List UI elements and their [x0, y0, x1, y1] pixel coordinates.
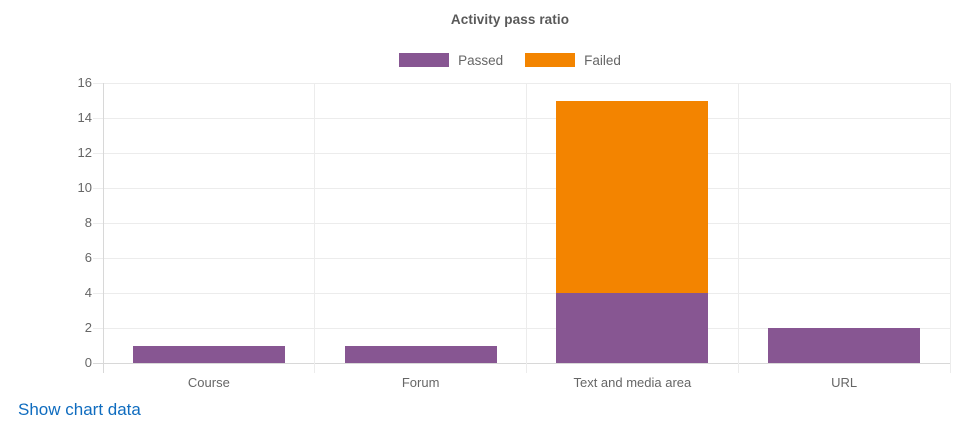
legend-label: Failed: [584, 52, 621, 68]
v-gridline: [737, 83, 739, 373]
h-gridline: [93, 117, 950, 119]
plot-area: [93, 82, 951, 373]
y-tick-label: 4: [84, 285, 92, 300]
bar-text-and-media-area-passed[interactable]: [556, 293, 708, 363]
h-gridline: [93, 187, 950, 189]
y-tick-label: 2: [84, 320, 92, 335]
category-label: Course: [187, 375, 230, 390]
category-label: Forum: [401, 375, 440, 390]
bar-forum-passed[interactable]: [345, 345, 497, 363]
h-gridline: [93, 152, 950, 154]
legend-swatch-passed: [399, 53, 450, 67]
h-gridline: [93, 327, 950, 329]
y-tick-label: 6: [84, 250, 92, 265]
y-axis-labels: 0 2 4 6 8 10 12 14 16: [0, 75, 92, 370]
y-tick-label: 10: [77, 180, 92, 195]
chart-title: Activity pass ratio: [450, 12, 570, 27]
h-gridline: [93, 292, 950, 294]
bar-text-and-media-area-failed[interactable]: [556, 100, 708, 293]
y-tick-label: 12: [77, 145, 92, 160]
legend-item-failed[interactable]: Failed: [525, 53, 621, 68]
h-gridline: [93, 257, 950, 259]
y-tick-label: 16: [77, 75, 92, 90]
legend-label: Passed: [458, 52, 504, 68]
bar-url-passed[interactable]: [768, 328, 920, 363]
category-label: Text and media area: [573, 375, 692, 390]
v-gridline: [314, 83, 316, 373]
legend-item-passed[interactable]: Passed: [399, 53, 503, 68]
chart-legend: Passed Failed: [70, 52, 950, 68]
legend-swatch-failed: [525, 53, 576, 67]
v-gridline: [526, 83, 527, 373]
h-gridline: [93, 362, 950, 364]
v-gridline: [949, 83, 951, 373]
category-label: URL: [831, 375, 858, 390]
h-gridline: [93, 82, 950, 84]
v-gridline: [102, 83, 104, 373]
x-axis-labels: Course Forum Text and media area URL: [103, 375, 950, 393]
h-gridline: [93, 222, 950, 224]
y-tick-label: 0: [84, 355, 92, 370]
y-tick-label: 8: [84, 215, 92, 230]
show-chart-data-link[interactable]: Show chart data: [18, 400, 141, 419]
y-tick-label: 14: [77, 110, 92, 125]
bar-course-passed[interactable]: [133, 345, 285, 363]
